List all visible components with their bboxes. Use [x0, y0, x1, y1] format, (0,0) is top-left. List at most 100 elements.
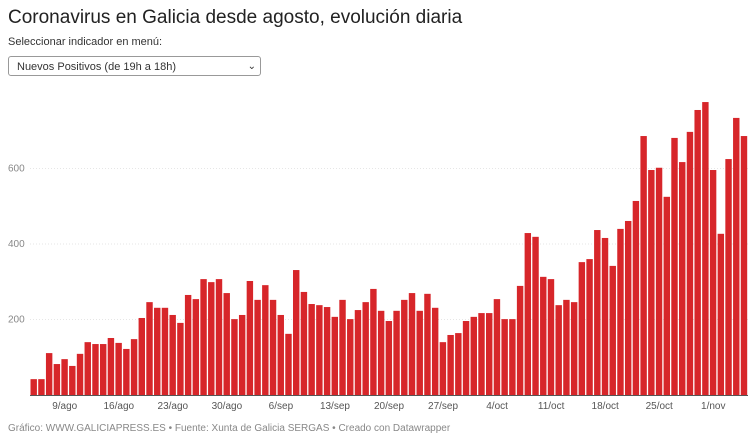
bar: [679, 162, 686, 395]
x-tick-label: 1/nov: [701, 401, 725, 412]
bar: [130, 339, 138, 395]
bar: [702, 102, 709, 395]
bar: [594, 230, 601, 395]
bar: [393, 310, 400, 395]
bar: [671, 137, 678, 396]
bar: [586, 259, 593, 395]
x-tick-label: 20/sep: [374, 401, 404, 412]
bar: [447, 334, 454, 395]
bar: [717, 233, 725, 395]
bar: [30, 379, 37, 395]
bar: [92, 344, 99, 395]
bar: [53, 364, 61, 395]
bar: [632, 200, 640, 395]
bar: [362, 302, 369, 395]
bar: [601, 237, 609, 395]
bar-chart: 200 400 600 9/ago 16/ago 23/ago 30/ago 6/sep 13/…: [8, 102, 748, 412]
indicator-select[interactable]: Nuevos Positivos (de 19h a 18h) ⌄: [8, 56, 261, 76]
bar: [408, 293, 416, 395]
bar: [208, 282, 215, 395]
bar: [316, 305, 323, 395]
x-tick-label: 13/sep: [320, 401, 350, 412]
bar: [578, 262, 586, 395]
bar: [308, 304, 315, 395]
bar: [323, 307, 331, 395]
bar: [277, 314, 284, 395]
x-tick-label: 30/ago: [212, 401, 243, 412]
y-tick-label: 400: [8, 239, 25, 250]
bar: [439, 342, 447, 395]
bar: [509, 319, 516, 395]
bar: [532, 236, 539, 395]
bar: [285, 333, 292, 395]
bar: [516, 285, 524, 395]
x-tick-label: 6/sep: [269, 401, 294, 412]
bar: [300, 291, 308, 395]
bar: [547, 279, 555, 395]
bar: [200, 279, 207, 395]
bar: [146, 302, 153, 395]
bar: [540, 276, 547, 395]
bar: [38, 379, 45, 395]
bar: [347, 319, 354, 395]
bar: [624, 220, 632, 395]
bar: [231, 319, 238, 395]
bar: [431, 307, 439, 395]
bar: [424, 293, 431, 395]
bar: [725, 159, 732, 395]
bar: [339, 299, 346, 395]
bar: [370, 288, 377, 395]
bar: [385, 321, 393, 395]
chevron-down-icon: ⌄: [247, 61, 256, 72]
bar: [99, 344, 107, 395]
bar: [733, 117, 740, 395]
bar: [501, 319, 508, 395]
bar: [123, 348, 130, 395]
bar: [254, 299, 261, 395]
bar: [76, 353, 84, 395]
bar: [223, 293, 230, 395]
x-tick-label: 25/oct: [646, 401, 673, 412]
bar: [45, 353, 53, 395]
bar: [462, 321, 470, 395]
bar: [655, 167, 663, 395]
y-tick-label: 600: [8, 164, 25, 175]
bar: [192, 299, 200, 395]
bar: [663, 196, 670, 395]
bar: [84, 342, 91, 395]
bar: [416, 310, 423, 395]
bar: [161, 307, 169, 395]
bar: [570, 302, 578, 395]
footer-credits: Gráfico: WWW.GALICIAPRESS.ES • Fuente: X…: [8, 423, 451, 434]
bar: [609, 265, 616, 395]
bar: [686, 131, 694, 395]
bar: [331, 316, 339, 395]
bar: [138, 317, 146, 395]
bar: [154, 307, 161, 395]
bar: [470, 316, 477, 395]
x-tick-label: 18/oct: [592, 401, 619, 412]
x-tick-label: 9/ago: [52, 401, 77, 412]
bar: [238, 314, 246, 395]
x-tick-label: 27/sep: [428, 401, 458, 412]
bar: [377, 310, 385, 395]
bar: [184, 294, 192, 395]
bar: [246, 280, 254, 395]
bar: [478, 313, 485, 395]
bar: [694, 109, 701, 396]
bar: [709, 170, 717, 395]
bar: [617, 228, 624, 395]
bar: [115, 342, 122, 395]
bar: [401, 299, 408, 395]
selector-label: Seleccionar indicador en menú:: [8, 36, 163, 48]
x-tick-label: 23/ago: [158, 401, 189, 412]
bar: [292, 270, 300, 395]
chart-title: Coronavirus en Galicia desde agosto, evo…: [8, 7, 463, 28]
y-tick-label: 200: [8, 315, 25, 326]
bar: [177, 322, 184, 395]
bar: [648, 170, 655, 395]
bar: [455, 333, 462, 395]
bar: [740, 136, 748, 395]
bar: [269, 299, 277, 395]
bar: [640, 136, 647, 395]
